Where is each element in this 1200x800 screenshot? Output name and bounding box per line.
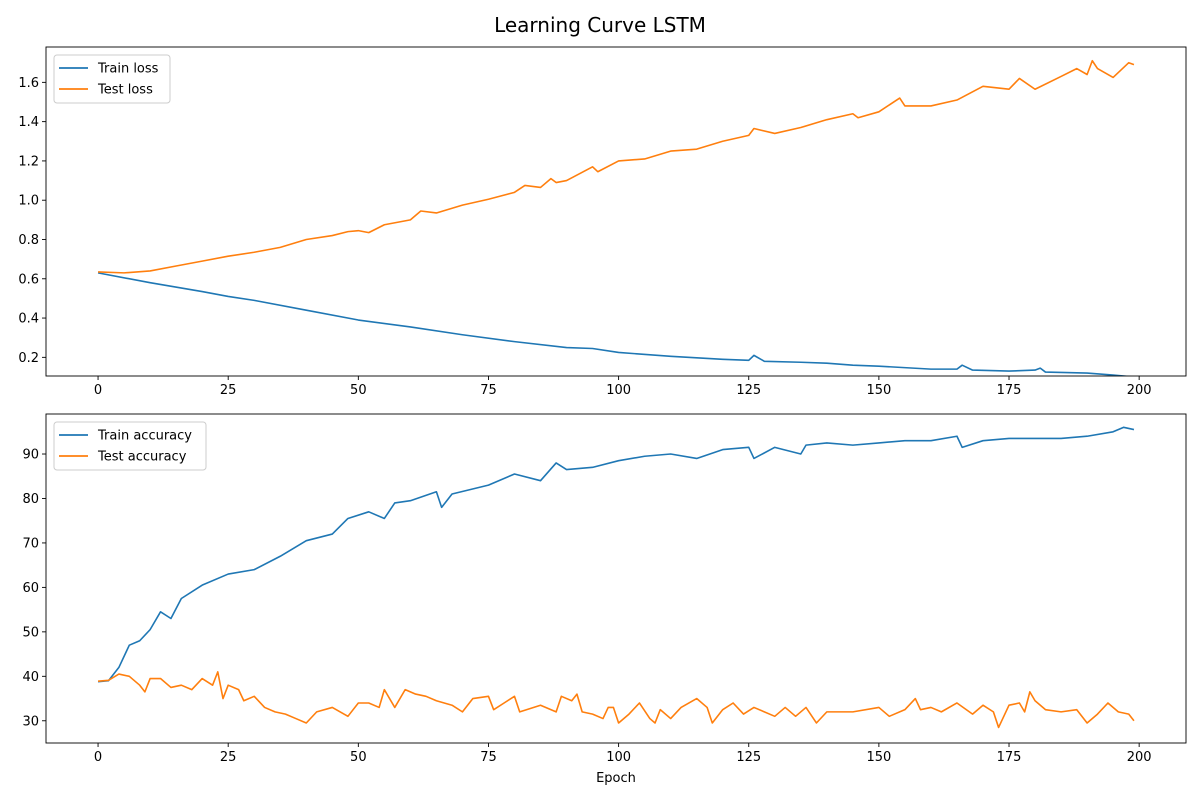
loss-x-tick-label: 100 bbox=[606, 383, 631, 398]
accuracy-y-tick-label: 70 bbox=[22, 536, 39, 551]
loss-y-tick-label: 0.2 bbox=[18, 351, 39, 366]
accuracy-y-tick-label: 50 bbox=[22, 625, 39, 640]
loss-x-tick-label: 50 bbox=[350, 383, 367, 398]
accuracy-x-tick-label: 25 bbox=[220, 750, 237, 765]
accuracy-x-axis-label: Epoch bbox=[596, 771, 636, 786]
loss-legend-label: Test loss bbox=[97, 83, 153, 98]
loss-legend-label: Train loss bbox=[97, 62, 159, 77]
loss-legend: Train loss Test loss bbox=[53, 54, 171, 104]
accuracy-legend: Train accuracy Test accuracy bbox=[53, 421, 207, 471]
loss-y-tick-label: 1.2 bbox=[18, 154, 39, 169]
accuracy-series-line-train-accuracy bbox=[97, 426, 1135, 683]
accuracy-y-tick-label: 40 bbox=[22, 670, 39, 685]
accuracy-legend-box bbox=[53, 421, 207, 471]
accuracy-x-tick-label: 75 bbox=[480, 750, 497, 765]
accuracy-legend-label: Train accuracy bbox=[97, 429, 192, 444]
accuracy-x-tick-label: 200 bbox=[1127, 750, 1152, 765]
loss-subplot: 0 25 50 75 100 125 150 175 200 0.2 0.4 0.6 0.8 1.0 1.2… bbox=[18, 46, 1187, 398]
accuracy-x-tick-label: 125 bbox=[736, 750, 761, 765]
loss-legend-box bbox=[53, 54, 171, 104]
loss-y-tick-label: 0.4 bbox=[18, 312, 39, 327]
accuracy-y-tick-label: 30 bbox=[22, 714, 39, 729]
loss-x-tick-label: 25 bbox=[220, 383, 237, 398]
accuracy-x-tick-label: 0 bbox=[94, 750, 102, 765]
figure-title: Learning Curve LSTM bbox=[494, 13, 706, 37]
accuracy-series-line-test-accuracy bbox=[97, 671, 1135, 729]
loss-y-tick-label: 0.8 bbox=[18, 233, 39, 248]
accuracy-y-tick-label: 60 bbox=[22, 581, 39, 596]
loss-x-tick-label: 175 bbox=[997, 383, 1022, 398]
loss-x-tick-label: 125 bbox=[736, 383, 761, 398]
loss-y-tick-label: 1.6 bbox=[18, 76, 39, 91]
loss-x-tick-label: 0 bbox=[94, 383, 102, 398]
accuracy-y-tick-label: 80 bbox=[22, 492, 39, 507]
loss-series-line-test-loss bbox=[98, 59, 1135, 274]
loss-y-tick-label: 0.6 bbox=[18, 272, 39, 287]
loss-y-tick-label: 1.4 bbox=[18, 115, 39, 130]
accuracy-subplot: 0 25 50 75 100 125 150 175 200 30 40 50 60 70 80 90 Epoc… bbox=[22, 413, 1187, 786]
loss-axes-frame bbox=[45, 46, 1187, 377]
accuracy-x-tick-label: 150 bbox=[866, 750, 891, 765]
loss-x-tick-label: 75 bbox=[480, 383, 497, 398]
accuracy-axes-frame bbox=[45, 413, 1187, 744]
accuracy-x-tick-label: 175 bbox=[997, 750, 1022, 765]
loss-x-tick-label: 200 bbox=[1127, 383, 1152, 398]
loss-y-tick-label: 1.0 bbox=[18, 194, 39, 209]
accuracy-x-tick-label: 100 bbox=[606, 750, 631, 765]
accuracy-y-tick-label: 90 bbox=[22, 448, 39, 463]
accuracy-x-tick-label: 50 bbox=[350, 750, 367, 765]
loss-x-tick-label: 150 bbox=[866, 383, 891, 398]
accuracy-legend-label: Test accuracy bbox=[97, 450, 187, 465]
loss-series-line-train-loss bbox=[97, 272, 1133, 376]
